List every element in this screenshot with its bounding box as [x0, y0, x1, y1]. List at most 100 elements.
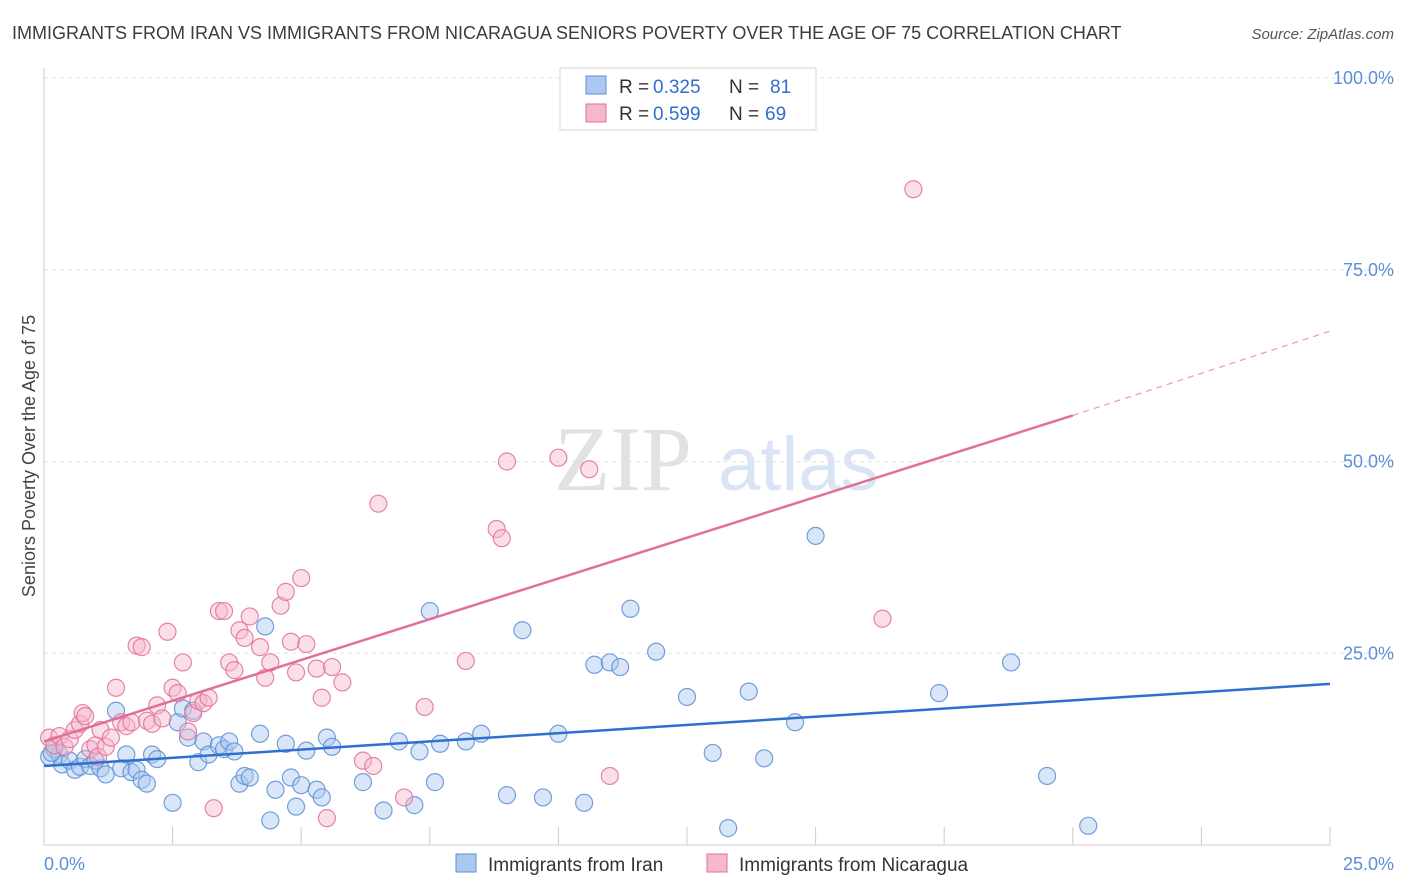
point-iran-67 [621, 599, 640, 618]
point-nicaragua-28 [173, 653, 192, 672]
bottom-legend-label-iran: Immigrants from Iran [488, 855, 663, 876]
point-iran-72 [739, 682, 758, 701]
point-iran-60 [513, 621, 532, 640]
point-iran-56 [430, 734, 450, 753]
point-nicaragua-7 [73, 703, 92, 723]
point-nicaragua-66 [580, 460, 599, 479]
point-iran-41 [281, 768, 301, 787]
point-iran-37 [256, 617, 275, 636]
point-iran-52 [405, 796, 424, 815]
point-nicaragua-61 [456, 651, 475, 671]
point-iran-21 [163, 793, 182, 812]
point-nicaragua-40 [235, 628, 254, 648]
point-nicaragua-34 [204, 799, 223, 818]
legend-iran-n-value: 81 [770, 77, 791, 98]
point-nicaragua-52 [312, 688, 331, 707]
point-iran-58 [472, 724, 491, 743]
point-iran-40 [276, 734, 295, 753]
legend-iran-n-label: N = [729, 77, 759, 98]
x-tick-label-min: 0.0% [44, 854, 85, 874]
y-tick-label-100: 100.0% [1333, 68, 1394, 88]
point-iran-43 [292, 776, 311, 795]
point-iran-51 [389, 732, 409, 751]
point-nicaragua-38 [225, 661, 244, 680]
series-iran-points [40, 526, 1098, 838]
point-iran-79 [1079, 816, 1098, 835]
trend-line-nicaragua [43, 414, 1074, 743]
point-nicaragua-45 [271, 596, 290, 615]
point-iran-38 [261, 811, 280, 830]
point-nicaragua-32 [194, 694, 213, 713]
point-nicaragua-13 [96, 737, 115, 756]
point-nicaragua-14 [101, 728, 120, 747]
point-iran-73 [755, 749, 774, 768]
legend-swatch-nicaragua [585, 103, 607, 123]
point-nicaragua-25 [158, 622, 177, 641]
point-nicaragua-22 [142, 714, 162, 733]
y-axis-label: Seniors Poverty Over the Age of 75 [19, 315, 39, 597]
point-iran-46 [312, 788, 331, 807]
bottom-legend-swatch-iran [455, 853, 477, 873]
point-nicaragua-29 [178, 722, 198, 741]
point-iran-39 [266, 780, 285, 799]
point-nicaragua-47 [281, 632, 301, 651]
point-nicaragua-60 [415, 697, 434, 717]
point-nicaragua-48 [286, 663, 306, 682]
point-iran-57 [456, 732, 475, 751]
point-iran-32 [225, 742, 244, 761]
point-nicaragua-57 [364, 756, 383, 776]
point-nicaragua-54 [322, 657, 342, 677]
y-tick-labels: 25.0% 50.0% 75.0% 100.0% [1333, 68, 1394, 663]
chart-title: IMMIGRANTS FROM IRAN VS IMMIGRANTS FROM … [12, 23, 1122, 43]
point-iran-68 [647, 642, 666, 661]
point-nicaragua-42 [250, 638, 270, 657]
legend-swatch-iran [585, 75, 607, 95]
point-iran-59 [497, 786, 517, 805]
trend-line-iran [43, 682, 1331, 768]
point-iran-61 [533, 788, 553, 807]
x-axis-ticks [172, 827, 1331, 845]
y-tick-label-25: 25.0% [1343, 643, 1394, 663]
point-nicaragua-69 [904, 180, 923, 199]
watermark-zip: ZIP [554, 408, 692, 510]
point-iran-14 [117, 745, 136, 764]
legend-iran-r-value: 0.325 [653, 77, 701, 98]
point-iran-65 [600, 653, 619, 672]
point-nicaragua-53 [317, 809, 337, 828]
point-iran-55 [425, 773, 445, 792]
point-nicaragua-20 [132, 638, 151, 657]
point-iran-76 [929, 684, 949, 703]
point-nicaragua-46 [276, 582, 295, 601]
series-nicaragua-points [40, 180, 923, 828]
point-nicaragua-51 [307, 659, 326, 678]
point-nicaragua-21 [137, 711, 156, 730]
point-iran-70 [703, 743, 722, 763]
legend-nicaragua-r-label: R = [619, 104, 649, 125]
chart-source: Source: ZipAtlas.com [1251, 26, 1394, 43]
point-nicaragua-26 [163, 678, 182, 697]
legend-iran-r-label: R = [619, 77, 649, 98]
point-iran-78 [1037, 766, 1057, 786]
point-nicaragua-56 [353, 751, 373, 770]
point-nicaragua-63 [492, 529, 511, 548]
bottom-legend-label-nicaragua: Immigrants from Nicaragua [739, 855, 969, 876]
point-nicaragua-41 [240, 607, 259, 626]
legend-bottom: Immigrants from Iran Immigrants from Nic… [455, 853, 969, 876]
watermark-atlas: atlas [718, 422, 879, 507]
point-iran-26 [189, 753, 208, 772]
point-nicaragua-15 [106, 678, 126, 697]
point-nicaragua-35 [209, 601, 228, 621]
point-nicaragua-49 [292, 568, 311, 588]
x-tick-label-max: 25.0% [1343, 854, 1394, 874]
point-iran-66 [611, 657, 630, 677]
point-iran-13 [112, 759, 131, 778]
point-nicaragua-58 [369, 494, 388, 513]
point-iran-71 [719, 819, 738, 838]
legend-nicaragua-n-label: N = [729, 104, 759, 125]
trend-line-nicaragua-extension [1072, 330, 1331, 417]
point-iran-77 [1001, 653, 1021, 672]
gridlines [44, 77, 1394, 654]
point-nicaragua-65 [549, 448, 568, 467]
point-iran-47 [317, 728, 337, 747]
